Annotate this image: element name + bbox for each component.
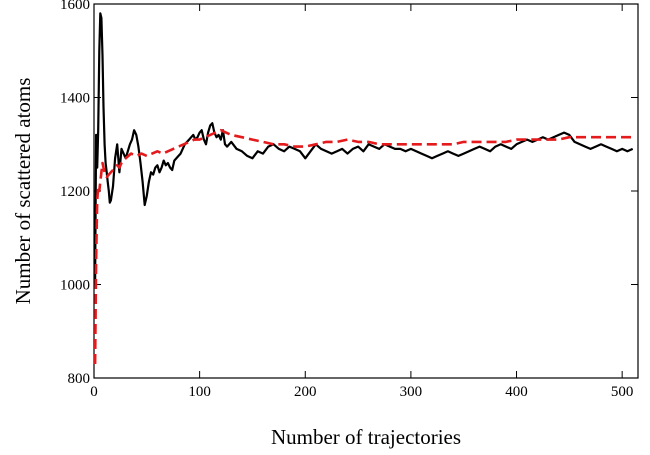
x-tick-label: 400	[505, 384, 528, 400]
x-tick-label: 200	[294, 384, 317, 400]
x-tick-label: 100	[188, 384, 211, 400]
x-tick-label: 300	[400, 384, 423, 400]
x-tick-label: 500	[611, 384, 634, 400]
y-tick-label: 1600	[60, 0, 90, 13]
y-axis-label: Number of scattered atoms	[11, 78, 35, 305]
series-line-2	[93, 128, 633, 365]
axis-ticks: 0 100 200 300 400 500 800 1000 1200 1400 1600	[60, 0, 638, 400]
plot-frame	[93, 3, 639, 379]
x-tick-label: 0	[90, 384, 98, 400]
x-axis-label: Number of trajectories	[271, 425, 461, 449]
y-tick-label: 1200	[60, 184, 90, 200]
y-tick-label: 1400	[60, 91, 90, 107]
series-line-1	[94, 12, 634, 285]
y-tick-label: 1000	[60, 278, 90, 294]
y-tick-label: 800	[68, 371, 91, 387]
series-layer	[93, 12, 634, 365]
